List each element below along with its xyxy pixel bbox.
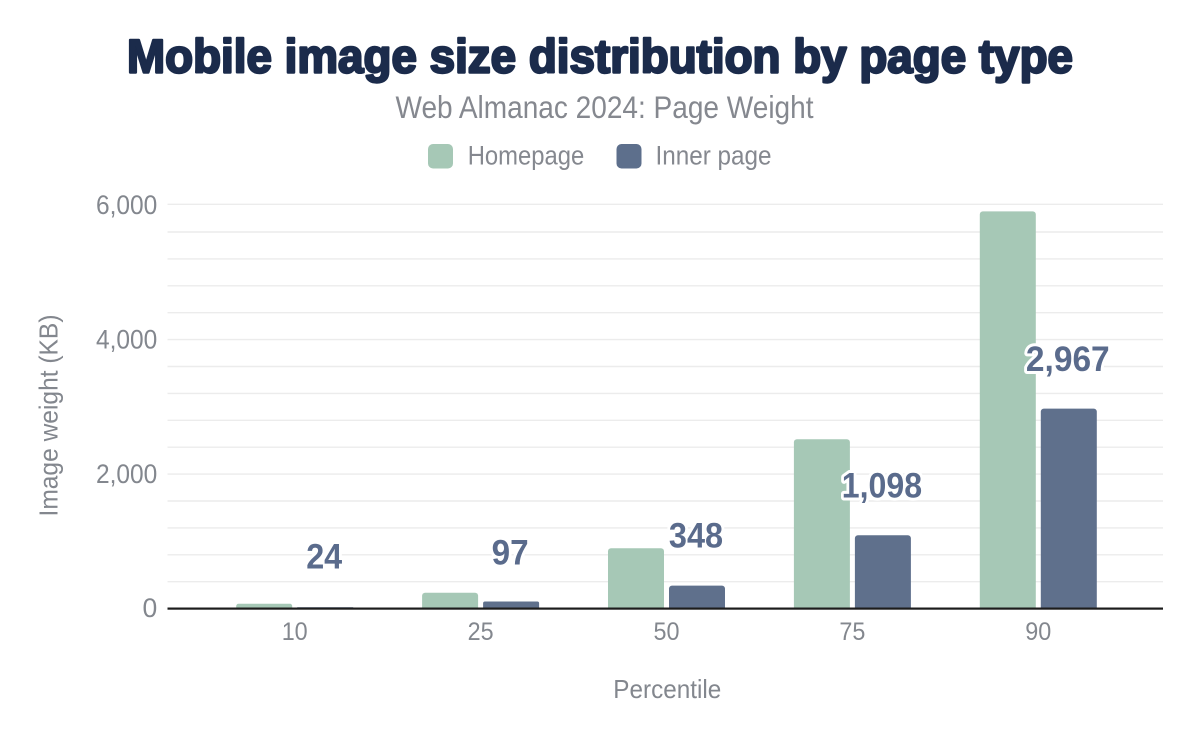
- svg-text:4,000: 4,000: [96, 325, 157, 355]
- svg-text:75: 75: [839, 618, 865, 646]
- svg-text:Mobile image size distribution: Mobile image size distribution by page t…: [127, 30, 1073, 83]
- svg-text:24: 24: [306, 539, 343, 577]
- svg-text:Image weight (KB): Image weight (KB): [34, 315, 64, 517]
- svg-text:97: 97: [492, 534, 529, 572]
- svg-text:2,000: 2,000: [96, 459, 157, 489]
- svg-text:Web Almanac 2024: Page Weight: Web Almanac 2024: Page Weight: [396, 89, 814, 125]
- svg-text:2,967: 2,967: [1026, 341, 1110, 379]
- svg-text:6,000: 6,000: [96, 190, 157, 220]
- svg-text:90: 90: [1025, 618, 1051, 646]
- svg-text:25: 25: [468, 618, 494, 646]
- svg-text:Homepage: Homepage: [468, 141, 585, 171]
- svg-text:Percentile: Percentile: [613, 674, 721, 704]
- svg-text:1,098: 1,098: [842, 467, 922, 505]
- svg-text:50: 50: [654, 618, 680, 646]
- svg-text:0: 0: [143, 593, 158, 623]
- svg-text:348: 348: [669, 517, 723, 555]
- svg-text:10: 10: [282, 618, 308, 646]
- svg-text:Inner page: Inner page: [656, 141, 772, 171]
